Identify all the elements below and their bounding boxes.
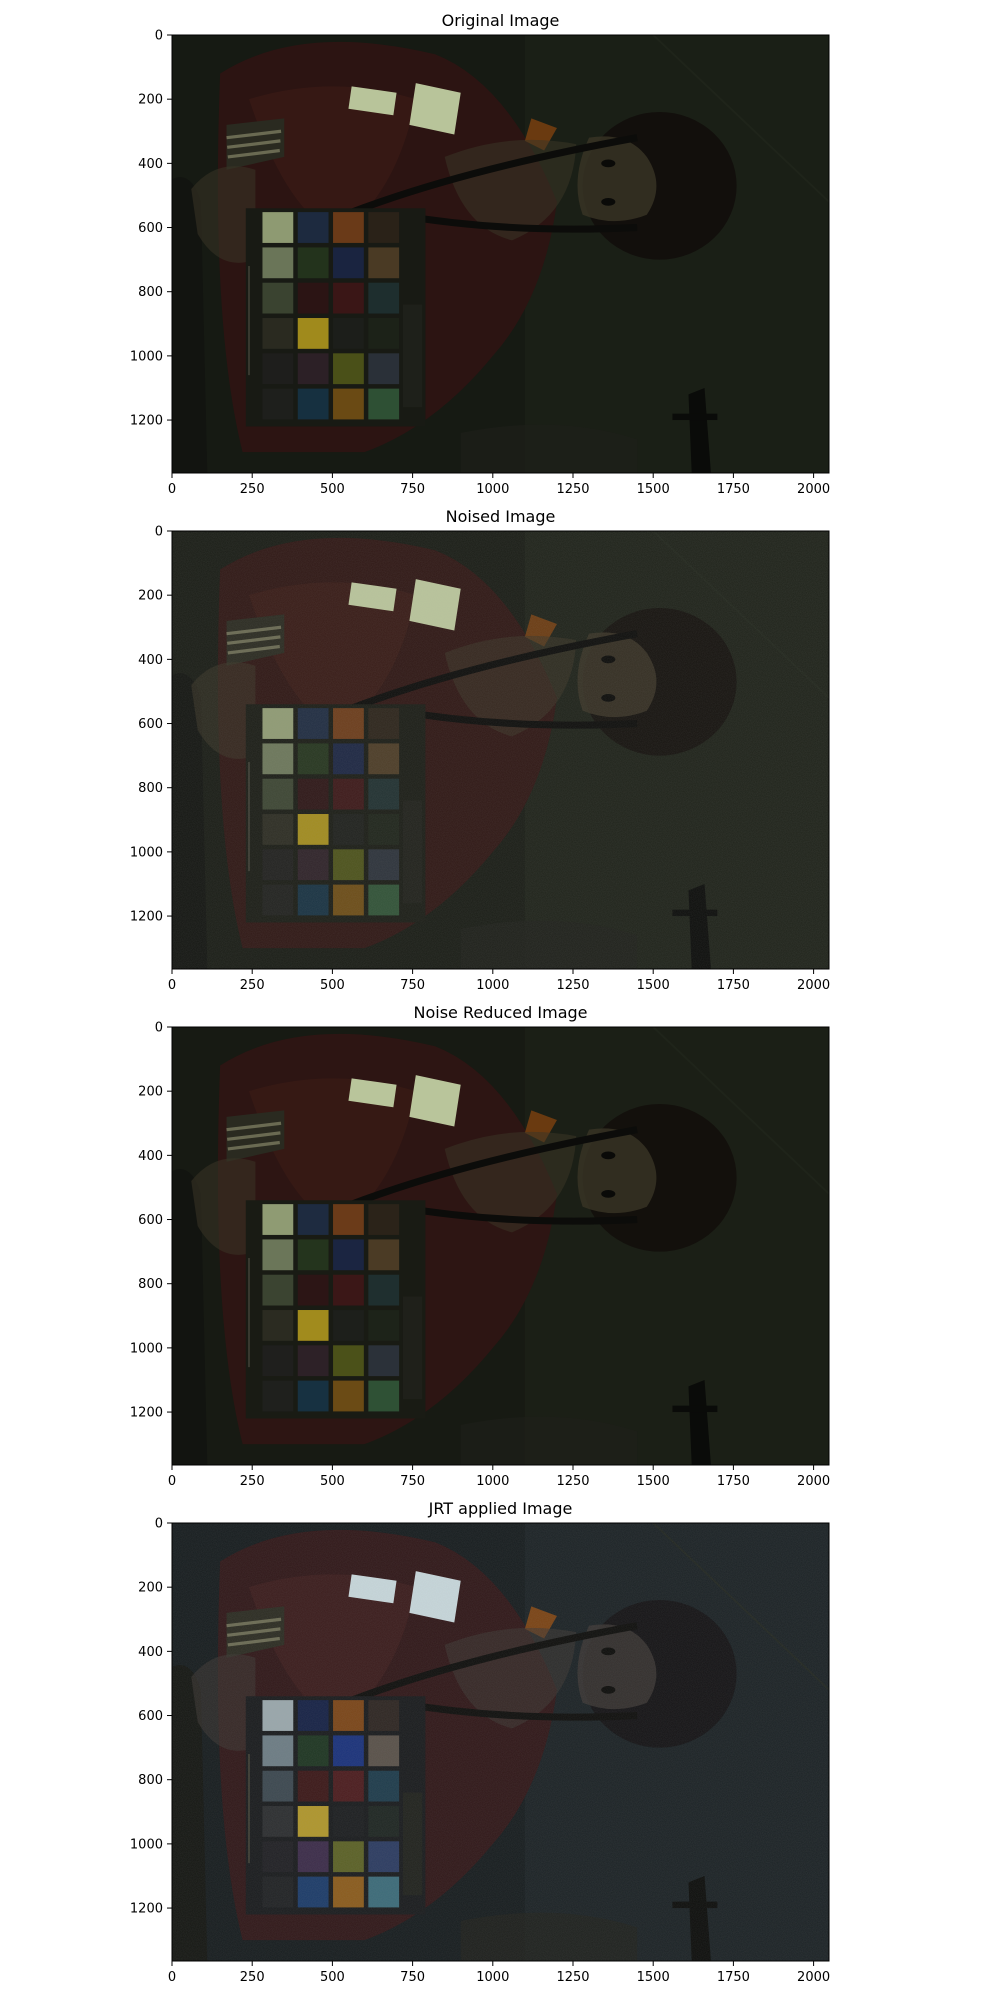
y-tick-label: 600: [138, 1213, 163, 1228]
x-tick-label: 1500: [637, 1474, 670, 1489]
y-tick-label: 1200: [130, 414, 163, 429]
x-tick-label: 2000: [797, 1970, 830, 1985]
y-tick-label: 600: [138, 221, 163, 236]
y-tick-label: 1000: [130, 349, 163, 364]
y-tick-label: 0: [155, 1517, 163, 1532]
x-tick-label: 500: [320, 978, 345, 993]
y-tick-label: 1000: [130, 1837, 163, 1852]
x-tick-label: 750: [400, 482, 425, 497]
y-tick-label: 200: [138, 1085, 163, 1100]
y-tick-label: 1200: [130, 1406, 163, 1421]
x-tick-label: 1500: [637, 482, 670, 497]
y-tick-label: 800: [138, 285, 163, 300]
y-tick-label: 1200: [130, 1902, 163, 1917]
y-tick-label: 600: [138, 1709, 163, 1724]
x-tick-label: 1000: [476, 1970, 509, 1985]
x-tick-label: 250: [240, 482, 265, 497]
photo: [172, 1027, 829, 1465]
x-tick-label: 500: [320, 1970, 345, 1985]
panel-title: Noise Reduced Image: [414, 1003, 588, 1022]
x-tick-label: 2000: [797, 482, 830, 497]
panel-title: Original Image: [442, 11, 560, 30]
y-tick-label: 1200: [130, 910, 163, 925]
x-tick-label: 250: [240, 978, 265, 993]
y-tick-label: 600: [138, 717, 163, 732]
y-tick-label: 200: [138, 93, 163, 108]
x-tick-label: 1250: [556, 1970, 589, 1985]
y-tick-label: 1000: [130, 1341, 163, 1356]
y-tick-label: 0: [155, 29, 163, 44]
x-tick-label: 1250: [556, 1474, 589, 1489]
x-tick-label: 1750: [717, 482, 750, 497]
photo: [172, 531, 829, 969]
x-tick-label: 1500: [637, 978, 670, 993]
x-tick-label: 0: [168, 482, 176, 497]
y-tick-label: 0: [155, 1021, 163, 1036]
x-tick-label: 0: [168, 978, 176, 993]
y-tick-label: 200: [138, 1581, 163, 1596]
x-tick-label: 500: [320, 1474, 345, 1489]
x-tick-label: 1750: [717, 978, 750, 993]
x-tick-label: 0: [168, 1970, 176, 1985]
axes-frame: [171, 1522, 830, 1962]
x-tick-label: 1500: [637, 1970, 670, 1985]
x-tick-label: 2000: [797, 978, 830, 993]
x-tick-label: 1250: [556, 482, 589, 497]
x-tick-label: 500: [320, 482, 345, 497]
panel-noised: Noised Image 0 250 500 750 1000 1250 1500 1750 20…: [130, 507, 830, 993]
axes-frame: [171, 1026, 830, 1466]
y-tick-label: 800: [138, 1277, 163, 1292]
x-tick-label: 1750: [717, 1970, 750, 1985]
axes-frame: [171, 530, 830, 970]
x-tick-label: 2000: [797, 1474, 830, 1489]
photo: [172, 35, 829, 473]
panel-reduced: Noise Reduced Image 0 250 500 750 1000 1250 150…: [130, 1003, 830, 1489]
photo: [172, 1523, 829, 1961]
x-tick-label: 750: [400, 1970, 425, 1985]
y-tick-label: 800: [138, 781, 163, 796]
y-tick-label: 200: [138, 589, 163, 604]
x-tick-label: 250: [240, 1970, 265, 1985]
x-tick-label: 750: [400, 978, 425, 993]
y-tick-label: 400: [138, 653, 163, 668]
x-tick-label: 1000: [476, 482, 509, 497]
x-tick-label: 1000: [476, 1474, 509, 1489]
x-tick-label: 750: [400, 1474, 425, 1489]
x-tick-label: 250: [240, 1474, 265, 1489]
y-tick-label: 400: [138, 1645, 163, 1660]
panel-title: Noised Image: [446, 507, 556, 526]
y-tick-label: 400: [138, 1149, 163, 1164]
panel-jrt: JRT applied Image 0 250 500 750 1000 1250 1500 1…: [130, 1499, 830, 1985]
x-tick-label: 1000: [476, 978, 509, 993]
x-tick-label: 1250: [556, 978, 589, 993]
panel-title: JRT applied Image: [428, 1499, 573, 1518]
y-tick-label: 0: [155, 525, 163, 540]
axes-frame: [171, 34, 830, 474]
x-tick-label: 1750: [717, 1474, 750, 1489]
y-tick-label: 400: [138, 157, 163, 172]
y-tick-label: 800: [138, 1773, 163, 1788]
y-tick-label: 1000: [130, 845, 163, 860]
panel-original: Original Image 0 250 500 750 1000 1250 1500 1750…: [130, 11, 830, 497]
x-tick-label: 0: [168, 1474, 176, 1489]
